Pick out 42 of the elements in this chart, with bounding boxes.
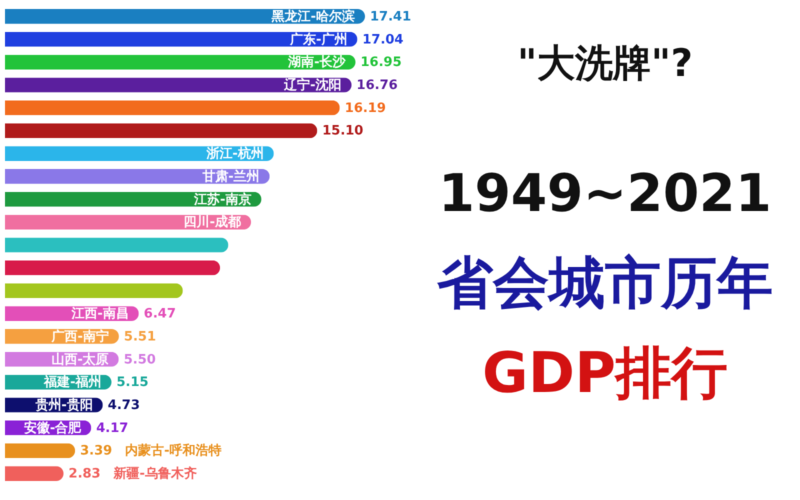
y-tick-label: 四川-成都 (184, 215, 242, 230)
data-label: 2.83 (68, 466, 101, 482)
y-tick-label: 山西-太原 (51, 352, 109, 368)
bar (5, 100, 340, 116)
data-label: 4.17 (96, 420, 128, 436)
data-label: 16.76 (356, 78, 398, 93)
bar (5, 283, 183, 298)
text: 1949~2021 (438, 164, 772, 224)
data-label: 5.50 (124, 352, 156, 368)
data-label: 17.41 (370, 9, 412, 24)
data-label: 15.10 (322, 124, 364, 139)
y-tick-label: 广西-南宁 (50, 328, 109, 344)
y-tick-label: 辽宁-沈阳 (283, 77, 342, 93)
y-tick-label: 甘肃-兰州 (201, 168, 260, 184)
text: GDP排行 (482, 341, 728, 406)
y-tick-label: 福建-福州 (43, 374, 102, 390)
bar (5, 32, 358, 47)
y-tick-label: 安徽-合肥 (24, 420, 82, 436)
data-label: 16.95 (360, 55, 402, 70)
y-tick-label: 江苏-南京 (193, 191, 252, 208)
bar (5, 123, 318, 138)
y-tick-label: 浙江-杭州 (205, 146, 264, 162)
y-tick-label: 江西-南昌 (70, 306, 129, 322)
bar (5, 260, 220, 276)
y-tick-label: 贵州-贵阳 (34, 397, 93, 413)
y-tick-label: 内蒙古-呼和浩特 (125, 442, 222, 459)
data-label: 17.04 (362, 32, 404, 48)
data-label: 6.47 (144, 306, 176, 322)
bar (5, 443, 76, 458)
y-tick-label: 广东-广州 (288, 31, 348, 48)
y-tick-label: 湖南-长沙 (287, 55, 346, 70)
text: 省会城市历年 (436, 251, 773, 316)
data-label: 16.19 (344, 100, 386, 116)
y-tick-label: 新疆-乌鲁木齐 (112, 466, 197, 482)
data-label: 3.39 (80, 444, 112, 459)
text: "大洗牌"? (517, 41, 693, 85)
bar (5, 466, 64, 481)
data-label: 5.15 (116, 375, 149, 390)
bar (5, 238, 228, 252)
data-label: 4.73 (108, 398, 140, 413)
data-label: 5.51 (124, 329, 156, 344)
y-tick-label: 黑龙江-哈尔滨 (270, 8, 355, 24)
